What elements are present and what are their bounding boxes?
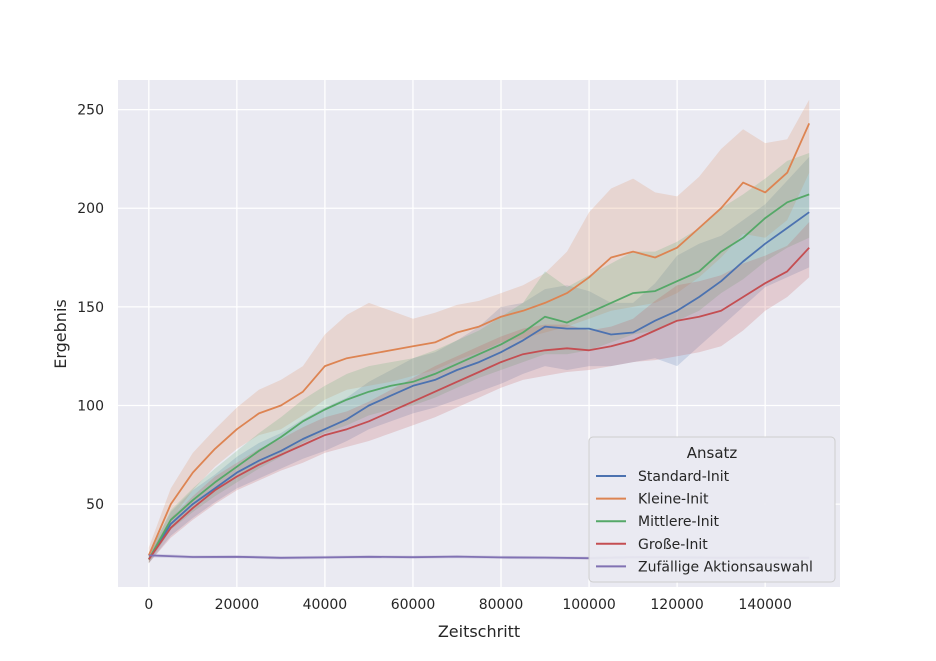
legend-label-gro-e-init: Große-Init (638, 537, 708, 553)
x-tick-label: 140000 (738, 597, 791, 613)
band-kleine-init (148, 99, 810, 564)
x-tick-label: 20000 (215, 597, 260, 613)
band-mittlere-init (148, 153, 810, 564)
x-tick-label: 40000 (303, 597, 348, 613)
y-tick-label: 200 (77, 201, 104, 217)
legend-title: Ansatz (687, 444, 738, 462)
y-tick-labels: 50 100 150 200 250 (77, 103, 104, 514)
y-tick-label: 250 (77, 103, 104, 119)
legend-label-kleine-init: Kleine-Init (638, 492, 709, 508)
line-kleine-init (147, 123, 811, 556)
y-axis-label: Ergebnis (51, 299, 70, 368)
line-gro-e-init (148, 247, 810, 560)
y-tick-label: 50 (86, 497, 104, 513)
legend-label-zuf-llige-aktionsauswahl: Zufällige Aktionsauswahl (638, 559, 813, 575)
x-tick-labels: 0 20000 40000 60000 80000 100000 120000 140000 (144, 597, 792, 613)
legend-box (588, 436, 836, 583)
x-tick-label: 0 (144, 597, 153, 613)
x-tick-label: 60000 (391, 597, 436, 613)
x-tick-label: 120000 (650, 597, 703, 613)
x-tick-label: 80000 (479, 597, 524, 613)
x-axis-label: Zeitschritt (438, 622, 520, 641)
band-standard-init (148, 156, 810, 564)
legend-label-mittlere-init: Mittlere-Init (638, 514, 719, 530)
line-mittlere-init (148, 193, 810, 560)
series-lines (147, 123, 811, 560)
legend: Ansatz Standard-Init Kleine-Init Mittlere-… (588, 436, 836, 583)
x-tick-label: 100000 (562, 597, 615, 613)
band-gro-e-init (148, 222, 810, 564)
y-tick-label: 150 (77, 300, 104, 316)
legend-label-standard-init: Standard-Init (638, 469, 730, 485)
grid-lines (118, 80, 840, 587)
line-standard-init (148, 211, 810, 560)
y-tick-label: 100 (77, 399, 104, 415)
